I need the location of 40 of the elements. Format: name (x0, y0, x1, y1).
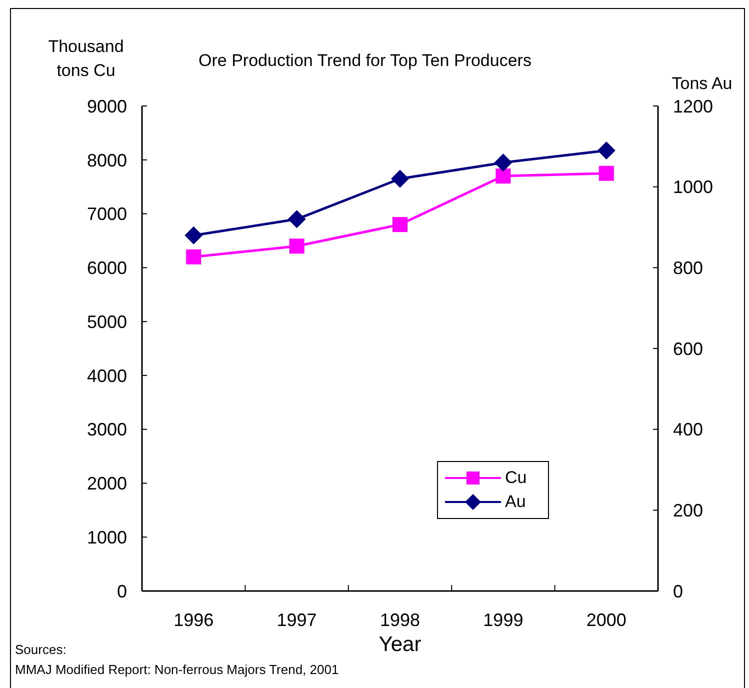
point (288, 210, 306, 228)
y-tick-label: 6000 (86, 258, 127, 278)
point (392, 217, 408, 232)
y-tick-label: 3000 (86, 420, 127, 440)
legend-label: Cu (505, 468, 527, 488)
y-tick-label: 1000 (86, 528, 127, 548)
y2-tick-label: 0 (673, 581, 684, 602)
y-tick-label: 8000 (86, 150, 127, 170)
point (598, 166, 614, 181)
y2-axis-title: Tons Au (670, 74, 734, 94)
point (391, 170, 409, 188)
legend-label: Au (505, 492, 526, 512)
y2-tick-label: 800 (673, 258, 704, 278)
y-tick-label: 7000 (86, 204, 127, 224)
x-tick-label: 1997 (276, 610, 317, 630)
y-axis-title: Thousand tons Cu (47, 36, 125, 82)
chart-title: Ore Production Trend for Top Ten Producers (198, 51, 532, 71)
x-tick-label: 1999 (483, 610, 524, 630)
point (597, 141, 616, 160)
y2-tick-label: 600 (673, 338, 704, 359)
x-tick-label: 2000 (586, 610, 626, 630)
y2-tick-label: 200 (673, 500, 704, 521)
point (184, 226, 203, 244)
point (494, 154, 512, 172)
point (289, 238, 304, 254)
y-tick-label: 9000 (86, 96, 127, 116)
x-tick-label: 1996 (174, 610, 214, 630)
text: MMAJ Modified Report: Non-ferrous Majors Trend, 2001 (15, 661, 339, 679)
y-tick-label: 0 (116, 581, 127, 602)
y2-tick-label: 1200 (673, 96, 714, 116)
x-axis-title: Year (378, 633, 422, 657)
y2-tick-label: 400 (673, 420, 704, 440)
source-note: Sources: (15, 641, 68, 659)
point (186, 249, 202, 264)
y-tick-label: 5000 (86, 312, 127, 332)
y2-tick-label: 1000 (673, 177, 714, 198)
x-tick-label: 1998 (380, 610, 420, 630)
point (496, 168, 511, 184)
y-tick-label: 4000 (86, 366, 127, 386)
y-tick-label: 2000 (86, 474, 127, 494)
